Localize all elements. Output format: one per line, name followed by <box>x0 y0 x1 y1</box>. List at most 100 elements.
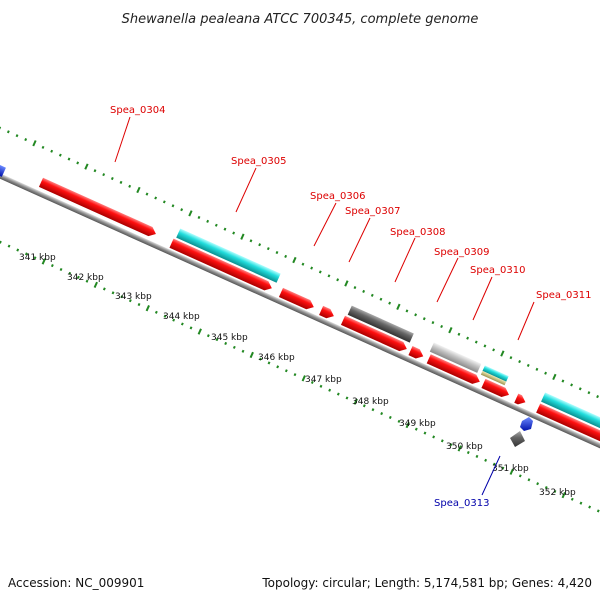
ruler-dot <box>258 357 262 361</box>
feature-red-0311b[interactable] <box>536 403 600 443</box>
ruler-dot <box>128 184 132 188</box>
tick-label: 352 kbp <box>539 488 576 498</box>
ruler-dot <box>249 239 253 243</box>
ruler-dot <box>570 383 574 387</box>
ruler-dot <box>293 373 297 377</box>
feature-red-0307b[interactable] <box>408 346 425 361</box>
feature-red-0306[interactable] <box>278 287 316 312</box>
ruler-dot <box>588 505 592 509</box>
ruler-dot <box>67 157 71 161</box>
feature-blue-0313[interactable] <box>520 417 533 431</box>
gene-label[interactable]: Spea_0305 <box>231 156 286 167</box>
gene-label[interactable]: Spea_0311 <box>536 290 591 301</box>
feature-darkgray-0308[interactable] <box>347 305 414 343</box>
ruler-dot <box>197 215 201 220</box>
feature-red-0310c[interactable] <box>514 393 527 407</box>
leader-line <box>436 257 459 303</box>
feature-red-0307[interactable] <box>340 315 409 354</box>
feature-lightgray-0309[interactable] <box>429 342 482 373</box>
ruler-major-tick <box>249 351 254 359</box>
map-title: Shewanella pealeana ATCC 700345, complet… <box>122 12 479 27</box>
feature-red-0306b[interactable] <box>319 305 336 321</box>
ruler-dot <box>172 318 176 322</box>
ruler-dot <box>561 379 565 383</box>
feature-red-0308b[interactable] <box>426 354 482 386</box>
gene-label[interactable]: Spea_0309 <box>434 247 489 258</box>
ruler-dot <box>41 145 45 149</box>
ruler-dot <box>440 324 444 329</box>
track-layer <box>0 126 600 513</box>
ruler-dot <box>553 489 557 494</box>
gene-label[interactable]: Spea_0306 <box>310 191 365 202</box>
ruler-dot <box>232 345 236 349</box>
ruler-dot <box>154 196 158 200</box>
ruler-dot <box>284 254 288 258</box>
ruler-major-tick <box>552 373 557 381</box>
ruler-major-tick <box>405 421 410 429</box>
ruler-dot <box>449 443 453 447</box>
ruler-dot <box>267 361 271 365</box>
ruler-dot <box>371 408 375 412</box>
gene-label[interactable]: Spea_0304 <box>110 105 165 116</box>
feature-red-0304[interactable] <box>38 177 158 239</box>
ruler-dot <box>137 302 141 307</box>
ruler-dot <box>7 244 11 248</box>
feature-red-0309b[interactable] <box>481 378 511 400</box>
gene-label[interactable]: Spea_0307 <box>345 206 400 217</box>
ruler-dot <box>536 482 540 486</box>
leader-line <box>348 217 371 263</box>
ruler-dot <box>466 336 470 340</box>
backbone <box>0 157 600 458</box>
tick-label: 345 kbp <box>211 333 248 343</box>
ruler-major-tick <box>396 303 401 310</box>
scale-labels: 341 kbp 342 kbp 343 kbp 344 kbp 345 kbp … <box>19 253 576 498</box>
gene-label[interactable]: Spea_0308 <box>390 227 445 238</box>
ruler-major-tick <box>93 281 98 288</box>
ruler-dot <box>535 367 539 371</box>
ruler-dot <box>544 371 548 375</box>
ruler-dot <box>423 431 427 435</box>
feature-darkgray-0313b[interactable] <box>510 431 525 447</box>
feature-cyan-0305[interactable] <box>176 228 281 283</box>
ruler-dot <box>180 208 184 212</box>
ruler-major-tick <box>448 327 453 334</box>
ruler-dot <box>474 340 478 344</box>
ruler-dot <box>206 334 210 338</box>
ruler-major-tick <box>344 280 349 287</box>
ruler-dot <box>596 395 600 399</box>
ruler-dot <box>327 274 331 278</box>
ruler-dot <box>76 275 80 279</box>
ruler-dot <box>336 278 340 282</box>
feature-blue-left[interactable] <box>0 164 6 177</box>
feature-red-0305b[interactable] <box>169 238 273 293</box>
gene-label[interactable]: Spea_0310 <box>470 265 525 276</box>
ruler-dot <box>111 291 115 295</box>
ruler-dot <box>215 338 219 342</box>
ruler-dot <box>119 180 123 184</box>
ruler-dot <box>0 126 2 130</box>
ruler-major-tick <box>509 468 514 475</box>
ruler-dot <box>526 363 530 367</box>
ruler-dot <box>544 486 548 490</box>
ruler-major-tick <box>145 305 150 312</box>
tick-label: 346 kbp <box>258 353 295 363</box>
feature-cyan-0311[interactable] <box>541 392 600 432</box>
leader-line <box>313 202 337 247</box>
ruler-dot <box>336 392 340 396</box>
gene-label[interactable]: Spea_0313 <box>434 498 489 509</box>
ruler-dot <box>431 321 435 325</box>
ruler-dot <box>388 415 392 420</box>
ruler-dot <box>154 310 158 314</box>
ruler-dot <box>362 289 366 294</box>
ruler-dot <box>171 204 175 208</box>
feature-cyan-0310[interactable] <box>482 365 509 382</box>
ruler-dot <box>223 227 227 231</box>
ruler-dot <box>414 427 418 431</box>
ruler-dot <box>6 130 10 134</box>
ruler-major-tick <box>188 210 193 217</box>
feature-olive-0310b[interactable] <box>480 370 507 386</box>
ruler-dot <box>120 295 124 299</box>
ruler-dot <box>85 279 89 283</box>
features <box>0 164 600 443</box>
